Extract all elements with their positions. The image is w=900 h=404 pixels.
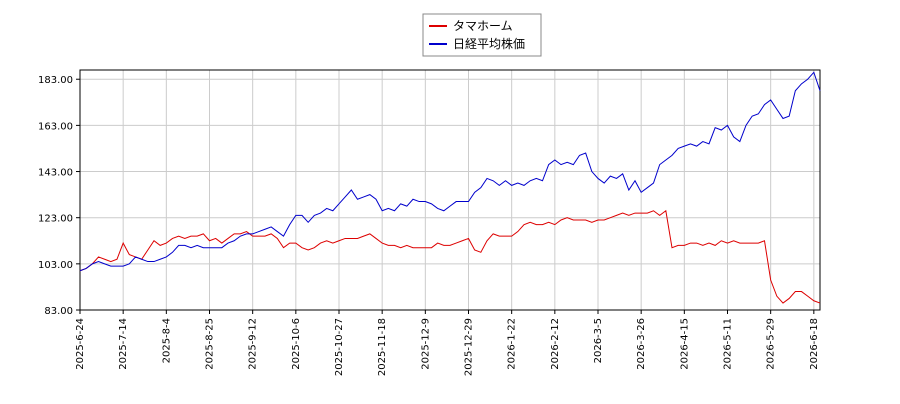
series-line: [79, 71, 821, 272]
x-tick-label: 2025-8-4: [161, 318, 172, 363]
x-tick-label: 2026-5-11: [723, 318, 734, 370]
x-tick-label: 2025-12-29: [464, 318, 475, 376]
x-tick-label: 2026-3-5: [593, 318, 604, 363]
plot-frame: [79, 69, 821, 311]
y-tick-label: 123.00: [38, 214, 73, 225]
legend-box: [422, 13, 542, 57]
x-tick-label: 2025-11-18: [377, 318, 388, 376]
y-tick-label: 103.00: [38, 260, 73, 271]
y-tick-label: 163.00: [38, 121, 73, 132]
y-tick-label: 183.00: [38, 75, 73, 86]
y-tick-label: 143.00: [38, 168, 73, 179]
legend-label: 日経平均株価: [453, 36, 525, 51]
x-tick-label: 2026-6-18: [809, 318, 820, 370]
x-tick-label: 2025-10-6: [291, 318, 302, 370]
x-tick-label: 2025-6-24: [75, 318, 86, 370]
x-tick-label: 2025-9-12: [248, 318, 259, 370]
x-tick-label: 2026-3-26: [636, 318, 647, 370]
series-line: [79, 209, 821, 304]
legend-label: タマホーム: [453, 19, 513, 33]
x-tick-label: 2026-2-12: [550, 318, 561, 370]
x-tick-label: 2026-1-22: [507, 318, 518, 370]
x-tick-label: 2026-4-15: [679, 318, 690, 370]
x-tick-label: 2026-5-29: [766, 318, 777, 370]
x-tick-label: 2025-10-27: [334, 318, 345, 376]
x-tick-label: 2025-12-9: [420, 318, 431, 370]
x-tick-label: 2025-8-25: [205, 318, 216, 370]
x-tick-label: 2025-7-14: [118, 318, 129, 370]
y-tick-label: 83.00: [44, 306, 73, 317]
